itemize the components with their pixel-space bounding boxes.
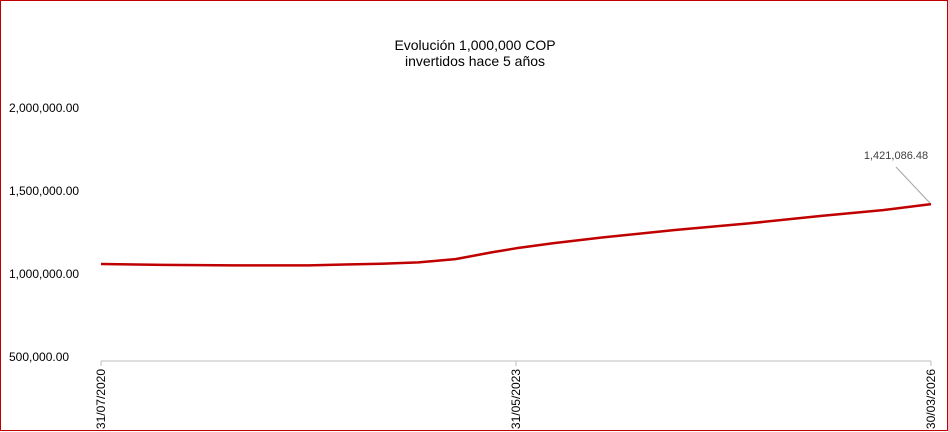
- chart-title-line-2: invertidos hace 5 años: [404, 53, 546, 69]
- data-label: 1,421,086.48: [864, 150, 928, 162]
- data-label-leader: [895, 166, 931, 204]
- x-tick-label: 31/05/2023: [509, 369, 523, 429]
- x-tick-label: 31/07/2020: [94, 369, 108, 429]
- chart-title-line-1: Evolución 1,000,000 COP: [394, 37, 556, 53]
- series-line: [100, 202, 932, 267]
- y-tick-label: 500,000.00: [9, 350, 69, 364]
- x-tick-label: 30/03/2026: [924, 369, 938, 429]
- y-tick-label: 1,500,000.00: [9, 184, 79, 198]
- y-tick-label: 1,000,000.00: [9, 267, 79, 281]
- y-tick-label: 2,000,000.00: [9, 101, 79, 115]
- chart-title: Evolución 1,000,000 COP invertidos hace …: [1, 37, 948, 69]
